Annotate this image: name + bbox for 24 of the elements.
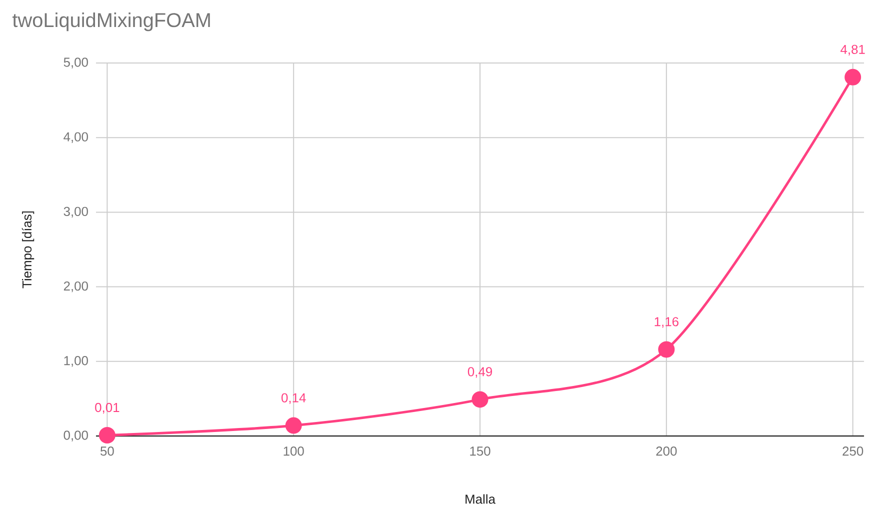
x-tick-label: 200 [656, 446, 677, 456]
data-label: 4,81 [840, 44, 865, 56]
y-axis-title: Tiempo [días] [22, 211, 34, 288]
chart-title: twoLiquidMixingFOAM [12, 12, 210, 32]
data-label: 0,14 [281, 393, 306, 404]
data-label: 0,49 [468, 367, 492, 378]
point [285, 417, 302, 434]
y-tick-label: 3,00 [64, 206, 88, 218]
point [844, 68, 862, 86]
point [98, 427, 116, 444]
data-label: 0,01 [95, 402, 120, 414]
y-tick-label: 0,00 [64, 430, 88, 442]
x-tick-label: 150 [470, 446, 490, 456]
y-tick-label: 1,00 [64, 356, 88, 367]
point [472, 391, 488, 408]
x-tick-label: 100 [284, 446, 304, 456]
y-tick-label: 4,00 [64, 132, 88, 143]
y-tick-label: 2,00 [64, 281, 88, 292]
data-label: 1,16 [654, 317, 678, 328]
x-tick-label: 250 [842, 446, 864, 456]
y-tick-label: 5,00 [64, 58, 88, 68]
point [658, 341, 675, 358]
x-tick-label: 50 [100, 446, 114, 456]
x-axis-title: Malla [466, 494, 496, 504]
